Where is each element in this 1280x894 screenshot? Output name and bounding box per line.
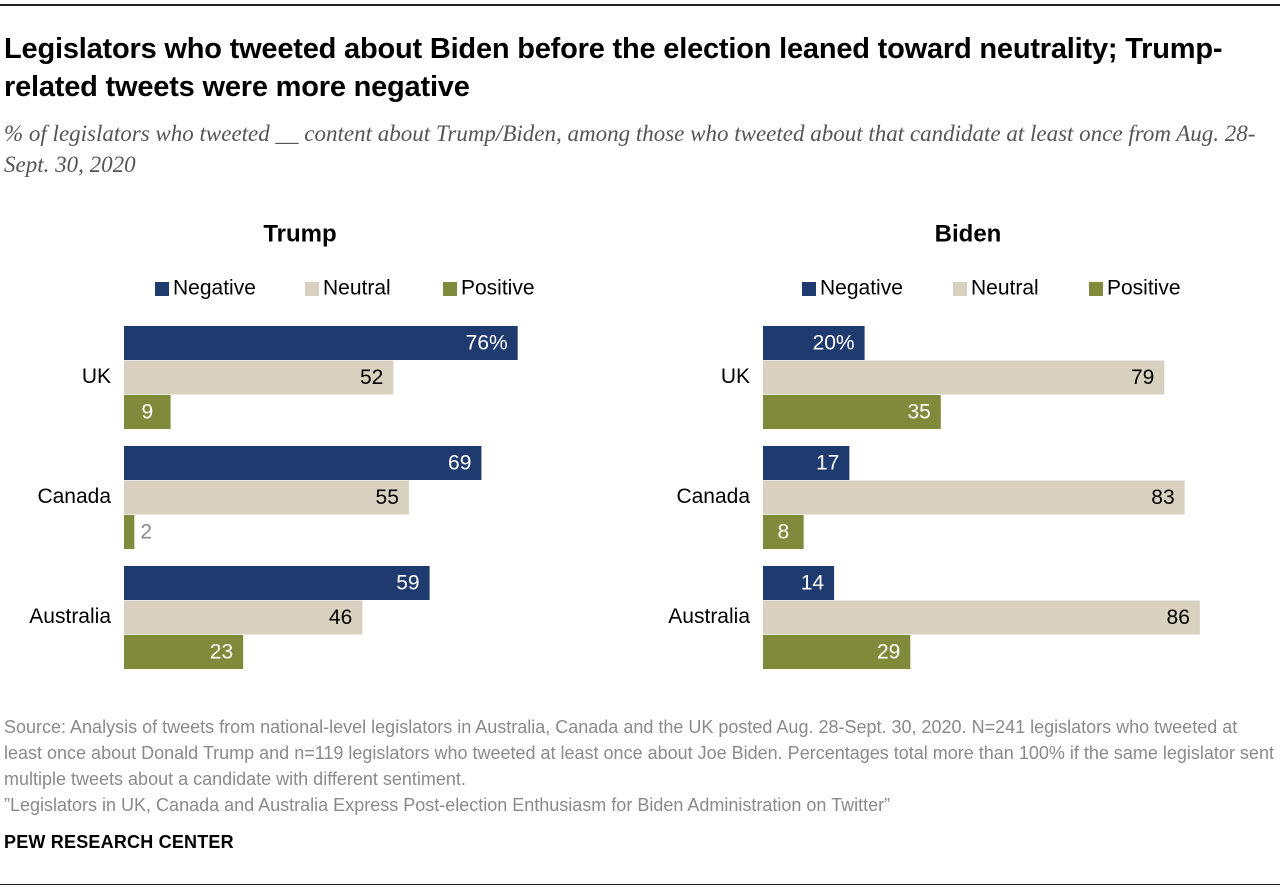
category-label-canada: Canada: [37, 485, 111, 508]
bottom-rule: [0, 884, 1280, 885]
report-title: ”Legislators in UK, Canada and Australia…: [4, 795, 891, 815]
value-label-trump-australia-positive: 23: [210, 641, 233, 664]
bar-trump-australia-negative: [124, 566, 430, 600]
bar-biden-uk-neutral: [763, 360, 1165, 395]
bar-trump-uk-positive: [124, 395, 171, 429]
category-label-uk: UK: [82, 365, 111, 388]
category-label-australia: Australia: [668, 605, 750, 628]
bar-biden-australia-neutral: [763, 600, 1200, 635]
legend-swatch-neutral: [953, 282, 967, 296]
bar-trump-australia-neutral: [124, 600, 363, 635]
legend-label-negative: Negative: [173, 277, 256, 300]
value-label-trump-uk-neutral: 52: [360, 366, 383, 389]
bar-trump-canada-positive: [124, 515, 135, 549]
bar-biden-australia-positive: [763, 635, 911, 669]
legend-swatch-negative: [155, 282, 169, 296]
bar-charts: Trump Negative Neutral Positive UK 76% 52 9 Cana…: [29, 220, 1200, 669]
value-label-biden-uk-positive: 35: [907, 401, 930, 424]
biden-panel: Biden Negative Neutral Positive UK 20% 79 35 Can…: [668, 220, 1200, 669]
organization-logo-text: PEW RESEARCH CENTER: [4, 832, 234, 852]
value-label-biden-australia-neutral: 86: [1167, 606, 1190, 629]
bar-trump-canada-negative: [124, 446, 482, 480]
value-label-biden-uk-neutral: 79: [1131, 366, 1154, 389]
bar-biden-uk-positive: [763, 395, 941, 429]
legend-label-positive: Positive: [1107, 277, 1181, 300]
legend-label-neutral: Neutral: [971, 277, 1039, 300]
top-rule: [0, 4, 1280, 6]
value-label-biden-canada-negative: 17: [816, 452, 839, 475]
category-label-uk: UK: [721, 365, 750, 388]
value-label-biden-uk-negative: 20%: [813, 332, 855, 355]
panel-title-biden: Biden: [935, 220, 1002, 247]
bar-biden-australia-negative: [763, 566, 835, 600]
bar-trump-australia-positive: [124, 635, 244, 669]
bar-trump-uk-neutral: [124, 360, 394, 395]
trump-panel: Trump Negative Neutral Positive UK 76% 52 9 Cana…: [29, 220, 535, 669]
panel-title-trump: Trump: [263, 220, 336, 247]
category-label-canada: Canada: [676, 485, 750, 508]
legend-swatch-neutral: [305, 282, 319, 296]
value-label-trump-uk-negative: 76%: [466, 332, 508, 355]
value-label-trump-canada-neutral: 55: [376, 486, 399, 509]
legend-swatch-positive: [443, 282, 457, 296]
bar-biden-canada-negative: [763, 446, 850, 480]
legend-label-positive: Positive: [461, 277, 535, 300]
bar-trump-canada-neutral: [124, 480, 409, 515]
value-label-trump-australia-negative: 59: [396, 572, 419, 595]
legend-label-neutral: Neutral: [323, 277, 391, 300]
bar-biden-uk-negative: [763, 326, 865, 360]
bar-trump-uk-negative: [124, 326, 518, 360]
bar-biden-canada-neutral: [763, 480, 1185, 515]
value-label-trump-canada-positive: 2: [140, 521, 152, 544]
value-label-biden-canada-neutral: 83: [1151, 486, 1174, 509]
value-label-trump-uk-positive: 9: [141, 401, 153, 424]
value-label-biden-canada-positive: 8: [777, 521, 789, 544]
legend-label-negative: Negative: [820, 277, 903, 300]
legend-swatch-positive: [1089, 282, 1103, 296]
value-label-trump-canada-negative: 69: [448, 452, 471, 475]
value-label-trump-australia-neutral: 46: [329, 606, 352, 629]
source-note: Source: Analysis of tweets from national…: [4, 717, 1274, 789]
chart-subtitle: % of legislators who tweeted __ content …: [4, 121, 1256, 177]
chart-title: Legislators who tweeted about Biden befo…: [4, 33, 1223, 103]
bar-biden-canada-positive: [763, 515, 804, 549]
category-label-australia: Australia: [29, 605, 111, 628]
legend-swatch-negative: [802, 282, 816, 296]
value-label-biden-australia-positive: 29: [877, 641, 900, 664]
value-label-biden-australia-negative: 14: [801, 572, 825, 595]
